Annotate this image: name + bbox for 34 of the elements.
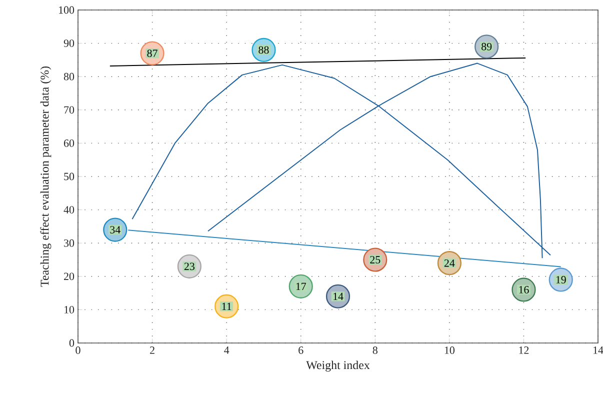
line-series bbox=[132, 64, 551, 256]
y-tick-label: 70 bbox=[64, 106, 74, 114]
y-tick-label: 90 bbox=[64, 40, 74, 47]
x-tick-label: 4 bbox=[224, 346, 230, 354]
data-label: 14 bbox=[333, 292, 344, 300]
data-label: 25 bbox=[370, 256, 380, 264]
x-tick-label: 6 bbox=[298, 346, 304, 354]
data-label: 11 bbox=[222, 302, 232, 310]
y-tick-label: 30 bbox=[64, 239, 74, 247]
x-tick-label: 14 bbox=[593, 346, 603, 354]
x-tick-label: 8 bbox=[372, 346, 378, 354]
data-label: 19 bbox=[556, 276, 566, 284]
data-label: 89 bbox=[482, 42, 492, 50]
data-label: 24 bbox=[444, 259, 455, 267]
y-tick-label: 10 bbox=[64, 306, 74, 314]
data-label: 17 bbox=[296, 282, 306, 290]
data-label: 23 bbox=[184, 262, 194, 270]
data-label: 16 bbox=[519, 286, 529, 294]
data-label: 34 bbox=[110, 226, 120, 234]
x-tick-label: 0 bbox=[76, 346, 80, 354]
y-tick-label: 40 bbox=[64, 206, 74, 214]
y-tick-label: 50 bbox=[64, 172, 74, 180]
y-axis-title: Teaching effect evaluation parameter data (%) bbox=[40, 66, 52, 287]
data-label: 88 bbox=[258, 46, 269, 54]
x-tick-label: 12 bbox=[519, 346, 529, 354]
x-tick-label: 10 bbox=[444, 346, 454, 354]
y-tick-label: 100 bbox=[59, 6, 74, 14]
x-tick-label: 2 bbox=[150, 346, 154, 354]
y-tick-label: 20 bbox=[64, 272, 74, 280]
y-tick-label: 80 bbox=[64, 72, 74, 80]
data-label: 87 bbox=[147, 50, 158, 57]
y-tick-label: 0 bbox=[69, 339, 74, 347]
y-tick-label: 60 bbox=[64, 140, 74, 147]
x-axis-title: Weight index bbox=[306, 360, 370, 372]
